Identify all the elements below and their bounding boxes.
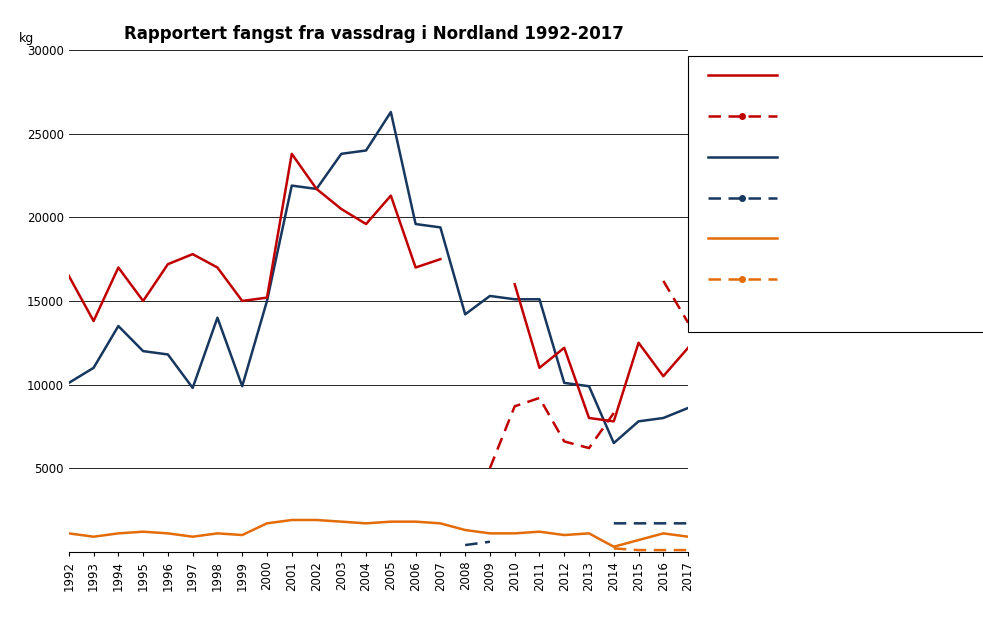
Text: •Sjørøye utsatt: •Sjørøye utsatt	[786, 273, 882, 285]
Text: Sjørøye avlivet: Sjørøye avlivet	[786, 232, 880, 245]
Text: •Sjøørret utsatt: •Sjøørret utsatt	[786, 191, 884, 204]
Text: Sjøørret avlivet: Sjøørret avlivet	[786, 150, 882, 163]
Text: Laks avlivet: Laks avlivet	[786, 69, 861, 82]
Text: •Laks utsatt: •Laks utsatt	[786, 110, 863, 122]
Text: kg: kg	[20, 32, 34, 45]
Text: Rapportert fangst fra vassdrag i Nordland 1992-2017: Rapportert fangst fra vassdrag i Nordlan…	[124, 25, 623, 43]
